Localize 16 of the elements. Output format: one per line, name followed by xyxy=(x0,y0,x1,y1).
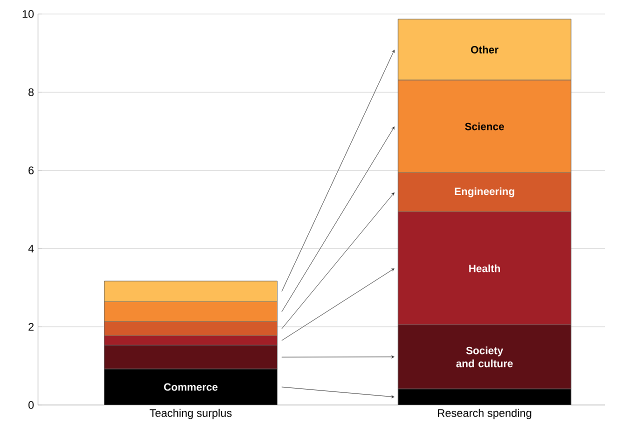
series-label: Commerce xyxy=(164,383,218,391)
x-tick-label: Research spending xyxy=(438,408,532,420)
series-label: Health xyxy=(469,264,500,272)
series-label: Other xyxy=(470,46,498,54)
series-label: Engineering xyxy=(454,187,514,198)
bar xyxy=(398,388,572,405)
x-tick-label: Teaching surplus xyxy=(150,408,232,420)
y-tick-label: 6 xyxy=(28,166,34,174)
series-label: Society and culture xyxy=(456,346,513,368)
bar xyxy=(104,368,278,405)
y-tick-label: 10 xyxy=(22,10,34,18)
y-tick-label: 2 xyxy=(28,322,34,331)
y-tick-label: 4 xyxy=(28,244,34,252)
series-label: Science xyxy=(464,122,504,130)
y-tick-label: 0 xyxy=(28,401,34,409)
y-tick-label: 8 xyxy=(28,88,34,96)
